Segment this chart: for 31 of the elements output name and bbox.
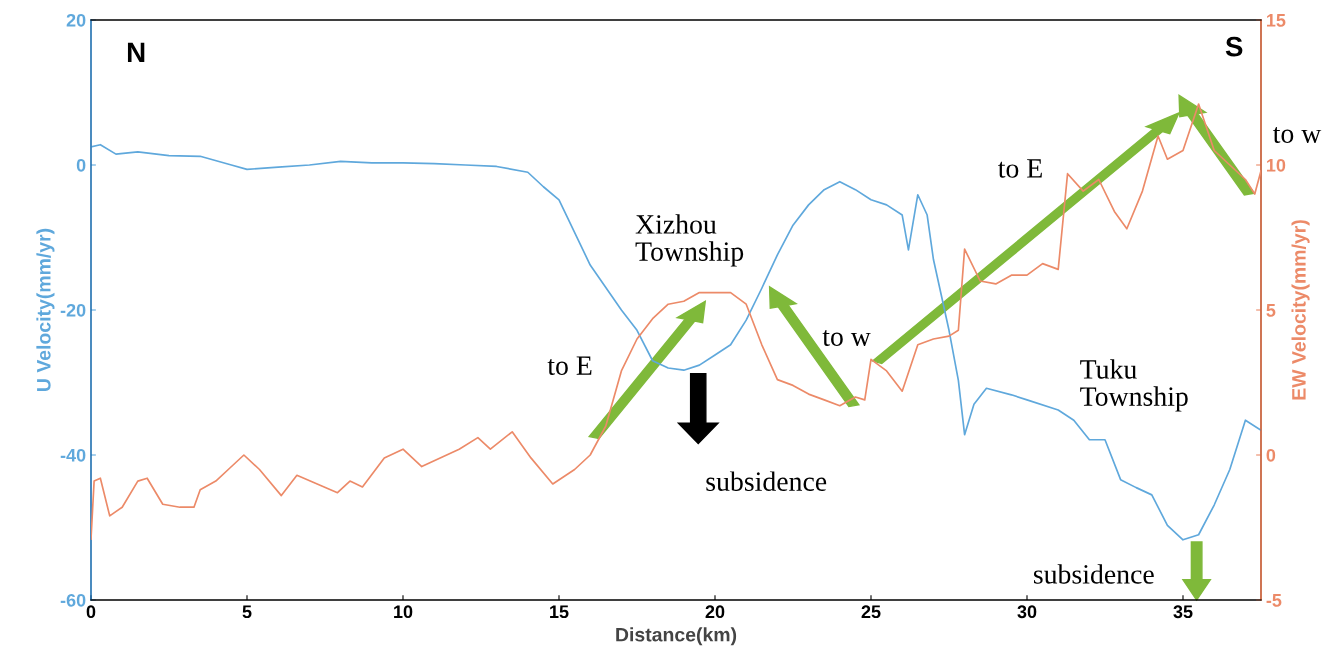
y2-tick-label: 15 bbox=[1267, 14, 1286, 27]
x-tick-label: 5 bbox=[242, 605, 252, 619]
x-tick-label: 10 bbox=[394, 605, 413, 619]
y2-tick-label: 10 bbox=[1267, 158, 1286, 172]
x-tick-label: 35 bbox=[1173, 605, 1193, 619]
annotation: to E bbox=[547, 356, 592, 375]
annotation: subsidence bbox=[706, 471, 827, 491]
x-tick-label: 25 bbox=[861, 605, 881, 619]
y-tick-label: 20 bbox=[66, 13, 86, 27]
y-tick-label: 0 bbox=[76, 158, 86, 172]
annotation: S bbox=[1225, 36, 1243, 57]
annotation: to w bbox=[822, 330, 871, 346]
x-axis-title: Distance(km) bbox=[616, 627, 737, 646]
x-tick-label: 0 bbox=[86, 605, 96, 619]
y2-tick-label: 0 bbox=[1266, 448, 1276, 462]
y2-tick-label: -5 bbox=[1266, 594, 1282, 607]
annotation: subsidence bbox=[1033, 564, 1154, 584]
annotation: Xizhou Township bbox=[635, 214, 744, 267]
x-tick-label: 15 bbox=[550, 605, 569, 619]
y-tick-label: -60 bbox=[60, 593, 86, 607]
y2-tick-label: 5 bbox=[1266, 304, 1276, 317]
y-tick-label: -40 bbox=[60, 448, 86, 462]
annotation: Tuku Township bbox=[1080, 359, 1188, 412]
annotation: N bbox=[127, 42, 145, 62]
x-tick-label: 30 bbox=[1017, 605, 1037, 619]
y-axis-title: U Velocity(mm/yr) bbox=[36, 228, 55, 391]
y2-axis-title: EW Velocity(mm/yr) bbox=[1291, 220, 1310, 400]
y-tick-label: -20 bbox=[60, 303, 86, 317]
text: to w bbox=[1272, 127, 1322, 143]
x-tick-label: 20 bbox=[705, 605, 725, 619]
annotation: to E bbox=[998, 159, 1042, 178]
